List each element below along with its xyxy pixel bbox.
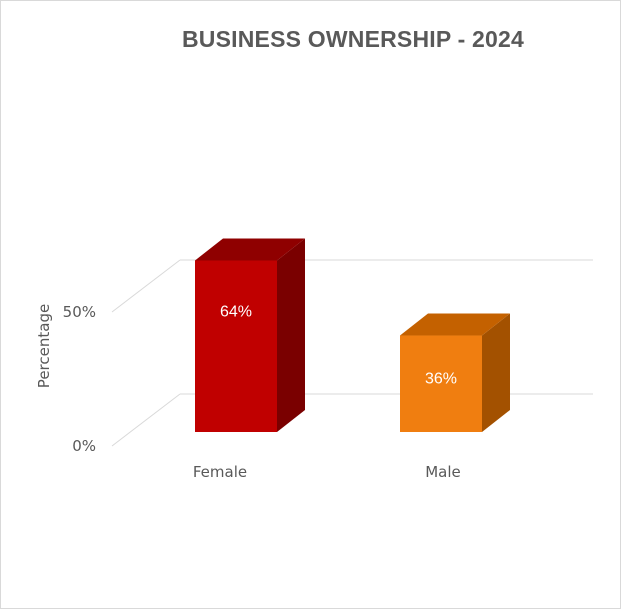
bar-male: 36%	[400, 313, 510, 432]
bar-female: 64%	[195, 238, 305, 432]
bar-front	[400, 335, 482, 432]
bar-top	[400, 313, 510, 336]
bar-side	[277, 238, 305, 432]
bar-side	[482, 313, 510, 432]
chart-title: BUSINESS OWNERSHIP - 2024	[181, 26, 524, 52]
data-label: 36%	[425, 371, 457, 388]
category-labels: Female Male	[193, 463, 461, 481]
bar-front	[195, 260, 277, 432]
y-tick-label: 50%	[63, 303, 96, 321]
category-label: Male	[425, 463, 461, 481]
gridline-diagonal	[111, 259, 181, 313]
data-label: 64%	[220, 303, 252, 320]
gridline-diagonal	[111, 393, 181, 447]
gridlines	[111, 259, 593, 447]
bar-top	[195, 238, 305, 261]
y-axis-label: Percentage	[35, 304, 53, 388]
y-axis-ticks: 0% 50%	[63, 303, 96, 455]
category-label: Female	[193, 463, 247, 481]
y-tick-label: 0%	[72, 437, 96, 455]
bars: 64% 36%	[195, 238, 510, 432]
